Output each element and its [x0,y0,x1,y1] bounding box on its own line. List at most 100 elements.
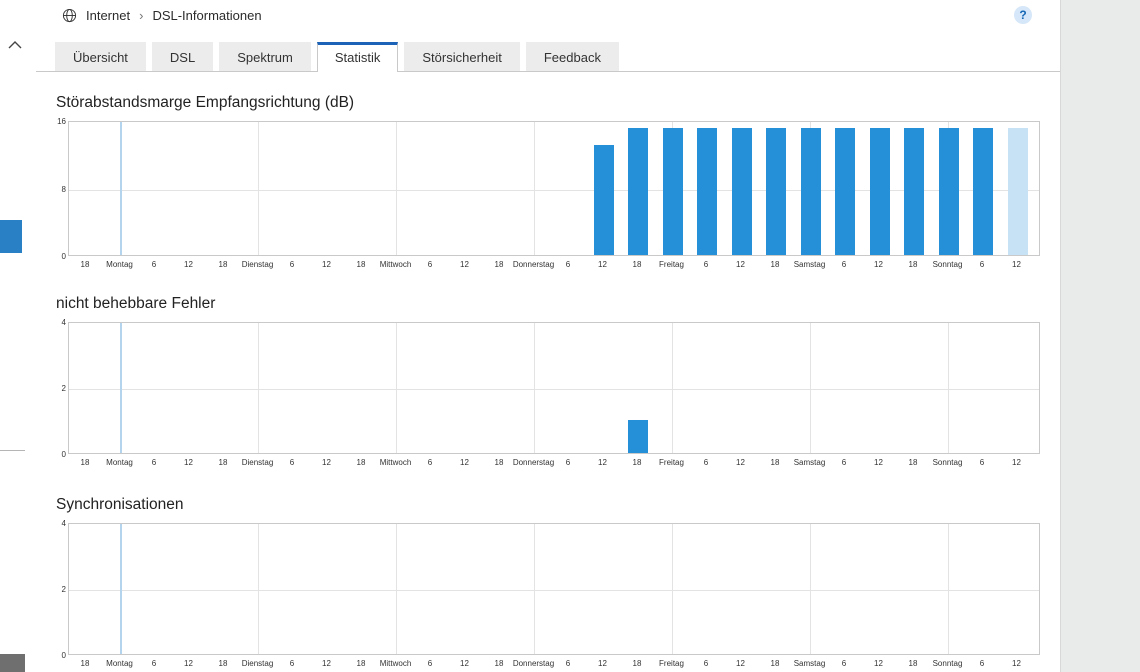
y-gridline [69,389,1039,390]
x-axis-label: 12 [460,260,469,269]
tab-statistik[interactable]: Statistik [316,42,399,72]
chart-bar [973,128,993,255]
chart-snr-margin-plot: 0 8 16 18 Montag 6 12 18 Dienstag 6 12 18 Mittwoch 6 1… [56,117,1060,274]
x-axis-label: 18 [770,659,780,668]
help-button[interactable]: ? [1014,6,1032,24]
x-axis-label: 18 [494,659,504,668]
x-axis-label: Samstag [793,458,826,467]
day-gridline [395,323,397,453]
x-axis-label: 12 [598,659,607,668]
x-axis-label: 18 [908,659,918,668]
y-axis-label: 16 [57,117,66,126]
tab-stoersicherheit[interactable]: Störsicherheit [404,42,520,71]
x-axis-label: Montag [106,659,133,668]
breadcrumb-internet[interactable]: Internet [86,7,131,23]
breadcrumb-current-page: DSL-Informationen [152,7,262,23]
x-axis-label: 18 [770,458,780,467]
x-axis-label: 6 [841,659,847,668]
y-gridline [69,590,1039,591]
y-gridline [69,189,1039,191]
x-axis-label: 18 [356,458,366,467]
x-axis-label: 18 [494,260,504,269]
charts-area: Störabstandsmarge Empfangsrichtung (dB) … [36,94,1060,672]
tab-feedback[interactable]: Feedback [525,42,619,71]
x-axis-label: 6 [427,260,433,269]
x-axis-label: Mittwoch [379,458,412,467]
x-axis-label: 18 [80,260,90,269]
x-axis-label: 18 [80,659,90,668]
x-axis-label: 12 [736,659,745,668]
x-axis-label: 6 [703,260,709,269]
x-axis-label: Dienstag [241,260,274,269]
plot-area [68,121,1040,256]
y-axis-label: 4 [61,519,66,528]
current-time-marker [119,524,122,654]
x-axis-label: 6 [565,260,571,269]
x-axis-label: 18 [218,458,228,467]
x-axis-label: Mittwoch [379,260,412,269]
x-axis-label: 6 [565,659,571,668]
chart-bar [835,128,855,255]
bottom-left-block [0,654,25,672]
tab-spektrum[interactable]: Spektrum [219,42,311,71]
x-axis-label: Dienstag [241,659,274,668]
x-axis-label: 6 [703,458,709,467]
x-axis-label: 18 [632,458,642,467]
x-axis-label: 18 [218,659,228,668]
x-axis-label: 12 [874,260,883,269]
chart-bar [628,128,648,255]
x-axis-label: Sonntag [932,458,963,467]
x-axis-label: 6 [841,260,847,269]
y-axis-label: 8 [61,184,66,194]
x-axis-label: Donnerstag [512,458,555,467]
x-axis-label: Samstag [793,260,826,269]
breadcrumb-separator-icon: › [139,7,144,23]
day-gridline [395,122,397,255]
x-axis-label: 6 [151,260,157,269]
day-gridline [671,524,673,654]
current-time-marker [119,122,122,255]
chart-bar [766,128,786,255]
x-axis-label: 12 [1012,659,1021,668]
x-axis-label: 6 [841,458,847,467]
x-axis-label: 18 [356,659,366,668]
x-axis-label: 12 [184,458,193,467]
day-gridline [257,122,259,255]
x-axis-label: Freitag [659,458,684,467]
chart-bar [628,420,648,453]
chart-bar [731,128,752,255]
chart-synchronisations: Synchronisationen 0 2 4 18 Montag 6 12 18 Dienst… [56,496,1060,672]
x-axis-label: 18 [218,260,228,269]
y-axis-label: 0 [61,450,66,459]
day-gridline [947,524,949,654]
day-gridline [947,323,949,453]
tab-dsl[interactable]: DSL [151,42,214,71]
day-gridline [809,524,811,654]
x-axis-label: 6 [289,458,295,467]
internet-globe-icon [62,8,77,23]
x-axis-label: Donnerstag [512,260,555,269]
x-axis-label: Montag [106,260,133,269]
x-axis-label: 12 [598,458,607,467]
x-axis-label: 12 [736,260,745,269]
x-axis-label: 12 [460,659,469,668]
x-axis-label: 18 [770,260,780,269]
tab-uebersicht[interactable]: Übersicht [55,42,146,71]
day-gridline [533,524,535,654]
x-axis-label: 18 [632,260,642,269]
x-axis-label: 12 [460,458,469,467]
day-gridline [533,122,535,255]
chart-bar [904,128,924,255]
x-axis-label: 12 [184,260,193,269]
x-axis-label: 18 [908,458,918,467]
x-axis-label: 6 [151,458,157,467]
x-axis-label: Freitag [659,659,684,668]
day-gridline [809,323,811,453]
day-gridline [395,524,397,654]
collapse-menu-button[interactable] [6,38,24,52]
y-axis-label: 0 [61,252,66,261]
x-axis-label: 12 [1012,458,1021,467]
y-axis-label: 2 [61,384,66,393]
x-axis-label: Sonntag [932,659,963,668]
x-axis-label: 12 [322,659,331,668]
